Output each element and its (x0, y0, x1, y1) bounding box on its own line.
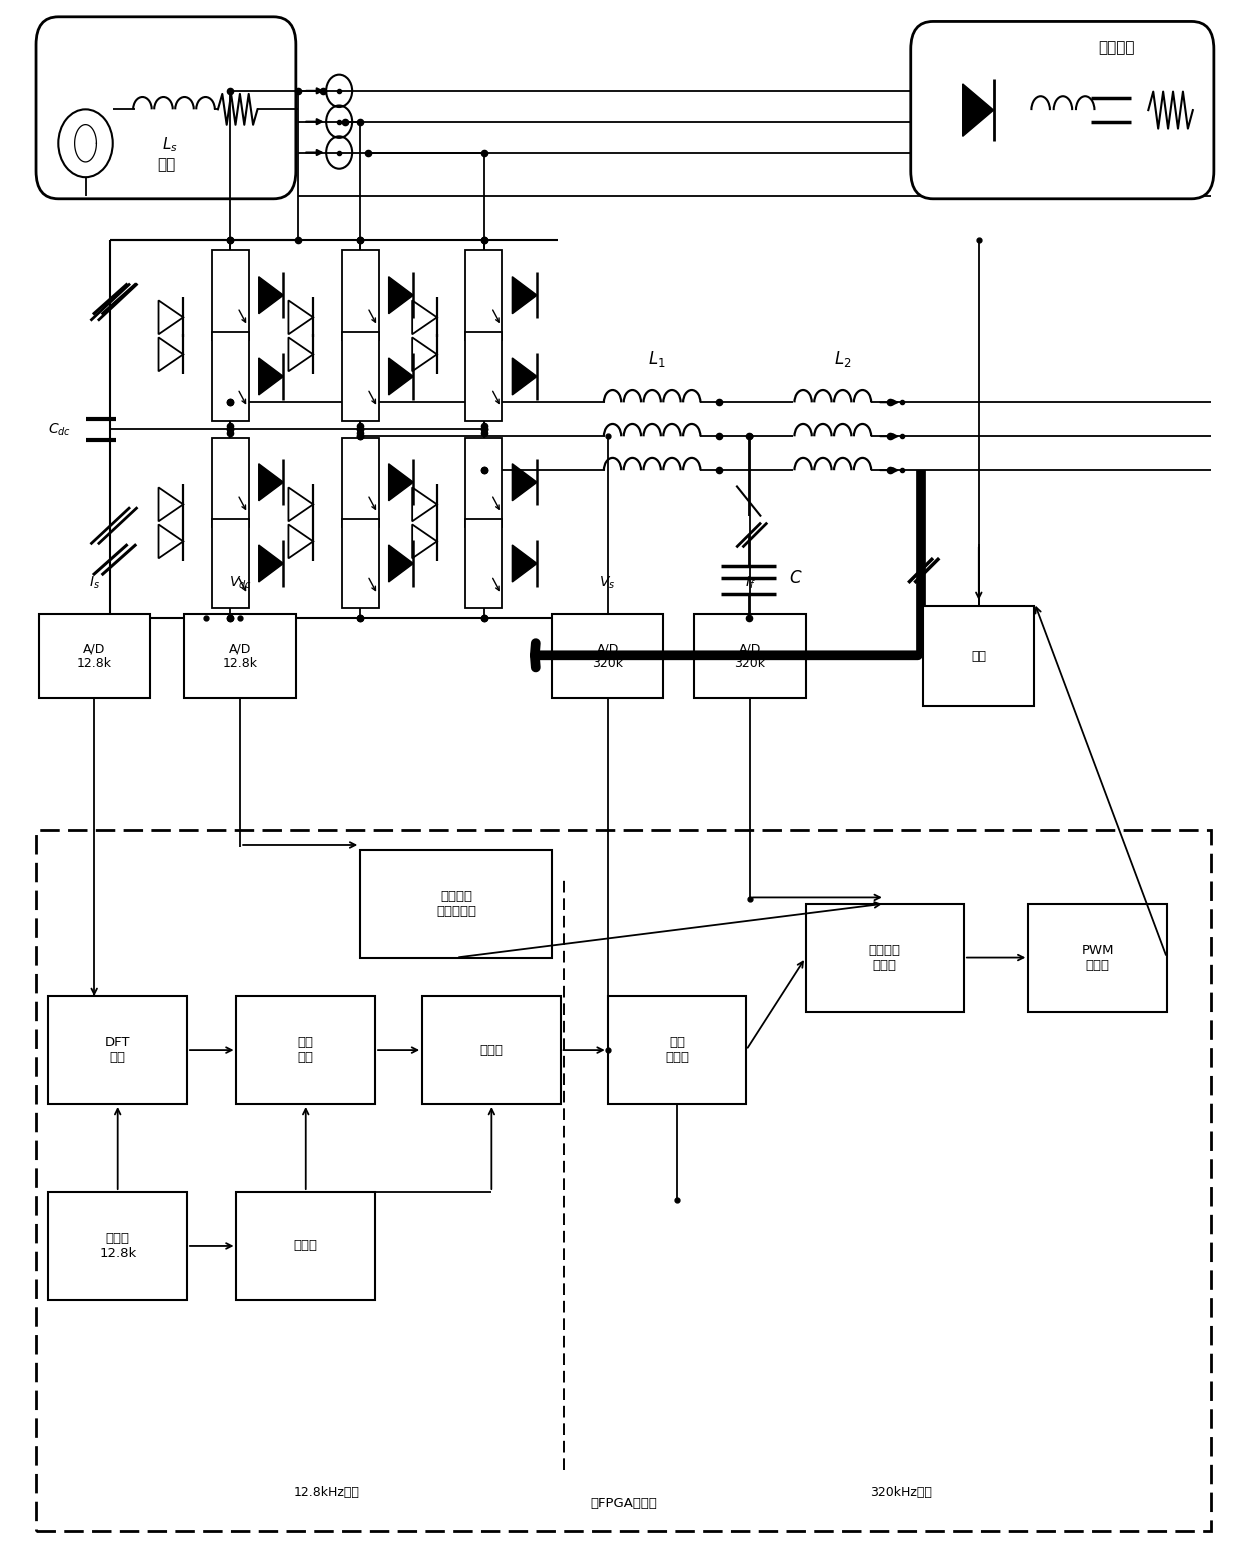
Text: A/D
12.8k: A/D 12.8k (77, 643, 112, 671)
Bar (185, 613, 296, 698)
Bar (237, 997, 374, 1105)
Bar (923, 606, 1034, 706)
Text: $L_1$: $L_1$ (649, 349, 666, 369)
Text: A/D
12.8k: A/D 12.8k (223, 643, 258, 671)
FancyBboxPatch shape (910, 22, 1214, 199)
Text: 锁相环: 锁相环 (294, 1239, 317, 1253)
Text: 驱动: 驱动 (971, 649, 986, 663)
Bar (360, 850, 552, 958)
Bar (48, 997, 187, 1105)
Text: 12.8kHz区域: 12.8kHz区域 (294, 1486, 360, 1499)
Text: $I_f$: $I_f$ (744, 575, 755, 592)
Polygon shape (259, 545, 284, 582)
Text: $L_2$: $L_2$ (835, 349, 852, 369)
Bar (465, 332, 502, 422)
FancyBboxPatch shape (36, 17, 296, 199)
Bar (694, 613, 806, 698)
Text: 调节器: 调节器 (480, 1043, 503, 1057)
Bar (212, 332, 249, 422)
Text: PWM
发生器: PWM 发生器 (1081, 944, 1114, 972)
Text: 旋转
反变换: 旋转 反变换 (665, 1037, 689, 1065)
Bar (342, 519, 378, 609)
Text: 内环电流
调节器: 内环电流 调节器 (869, 944, 900, 972)
Bar (608, 997, 746, 1105)
Bar (342, 332, 378, 422)
Text: 直流母线
电压调节器: 直流母线 电压调节器 (436, 890, 476, 918)
Bar (342, 437, 378, 527)
Bar (465, 250, 502, 340)
Polygon shape (259, 358, 284, 396)
Text: 电网: 电网 (156, 158, 175, 173)
Text: 谐波负载: 谐波负载 (1099, 40, 1135, 56)
Text: A/D
320k: A/D 320k (593, 643, 624, 671)
Bar (36, 830, 1211, 1531)
Bar (465, 519, 502, 609)
Polygon shape (512, 545, 537, 582)
Polygon shape (259, 464, 284, 501)
Polygon shape (962, 83, 993, 136)
Polygon shape (388, 358, 413, 396)
Text: 320kHz区域: 320kHz区域 (870, 1486, 932, 1499)
Bar (465, 437, 502, 527)
Bar (212, 437, 249, 527)
Polygon shape (388, 545, 413, 582)
Bar (806, 904, 963, 1012)
Text: $L_s$: $L_s$ (161, 136, 177, 154)
Bar (212, 519, 249, 609)
Polygon shape (388, 277, 413, 314)
Polygon shape (259, 277, 284, 314)
Bar (342, 250, 378, 340)
Text: DFT
变换: DFT 变换 (105, 1037, 130, 1065)
Bar (237, 1193, 374, 1299)
Text: $C$: $C$ (789, 569, 802, 587)
Text: $V_s$: $V_s$ (599, 575, 616, 592)
Polygon shape (512, 277, 537, 314)
Bar (212, 250, 249, 340)
Text: $C_{dc}$: $C_{dc}$ (47, 422, 71, 437)
Text: $I_s$: $I_s$ (89, 575, 99, 592)
Bar (552, 613, 663, 698)
Text: 重采样
12.8k: 重采样 12.8k (99, 1231, 136, 1261)
Bar (1028, 904, 1167, 1012)
Polygon shape (512, 464, 537, 501)
Bar (422, 997, 560, 1105)
Bar (38, 613, 150, 698)
Polygon shape (388, 464, 413, 501)
Text: 在FPGA中实现: 在FPGA中实现 (590, 1497, 657, 1509)
Text: 旋转
变换: 旋转 变换 (298, 1037, 314, 1065)
Polygon shape (512, 358, 537, 396)
Text: A/D
320k: A/D 320k (734, 643, 765, 671)
Text: $V_{dc}$: $V_{dc}$ (228, 575, 252, 592)
Bar (48, 1193, 187, 1299)
